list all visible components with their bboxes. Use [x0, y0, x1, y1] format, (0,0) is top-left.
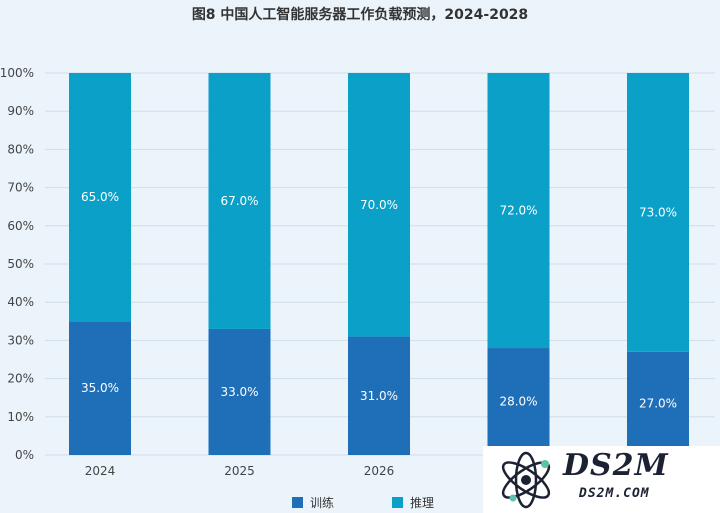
data-label: 31.0%: [360, 389, 398, 403]
legend-item-inference: 推理: [392, 494, 434, 511]
y-tick-label: 70%: [7, 181, 34, 195]
data-label: 72.0%: [499, 204, 537, 218]
y-tick-label: 90%: [7, 104, 34, 118]
legend-swatch-training: [292, 497, 303, 508]
legend-item-training: 训练: [292, 494, 334, 511]
bar-training: [627, 351, 689, 455]
data-label: 33.0%: [220, 385, 258, 399]
x-tick-label: 2026: [364, 464, 395, 478]
bar-inference: [69, 73, 131, 322]
bar-training: [348, 336, 410, 455]
bar-training: [208, 328, 271, 455]
x-tick-label: 2024: [85, 464, 116, 478]
y-tick-label: 40%: [7, 295, 34, 309]
data-label: 70.0%: [360, 198, 398, 212]
watermark-sub-text: DS2M.COM: [579, 486, 650, 501]
chart-legend: 训练 推理: [292, 494, 492, 511]
x-tick-label: 2025: [224, 464, 255, 478]
chart-title: 图8 中国人工智能服务器工作负载预测，2024-2028: [191, 7, 529, 23]
legend-label-training: 训练: [310, 496, 335, 510]
y-tick-label: 50%: [7, 257, 34, 271]
y-tick-label: 20%: [7, 372, 34, 386]
data-label: 28.0%: [499, 395, 537, 409]
watermark: DS2M DS2M.COM: [483, 446, 720, 513]
y-tick-label: 30%: [7, 333, 34, 347]
data-label: 67.0%: [220, 194, 258, 208]
bar-training: [487, 348, 550, 455]
atom-logo-icon: [501, 451, 551, 509]
data-label: 27.0%: [639, 396, 677, 410]
y-tick-label: 60%: [7, 219, 34, 233]
y-tick-label: 0%: [15, 448, 34, 462]
bar-inference: [208, 73, 271, 329]
bar-inference: [487, 73, 550, 349]
y-tick-label: 100%: [0, 66, 34, 80]
y-tick-label: 10%: [7, 410, 34, 424]
bar-inference: [348, 73, 410, 337]
data-label: 73.0%: [639, 205, 677, 219]
legend-label-inference: 推理: [410, 496, 435, 510]
watermark-main-text: DS2M: [563, 448, 669, 483]
bar-training: [69, 321, 131, 455]
bar-inference: [627, 73, 689, 352]
y-tick-label: 80%: [7, 142, 34, 156]
data-label: 35.0%: [81, 381, 119, 395]
data-label: 65.0%: [81, 190, 119, 204]
legend-swatch-inference: [392, 497, 404, 508]
